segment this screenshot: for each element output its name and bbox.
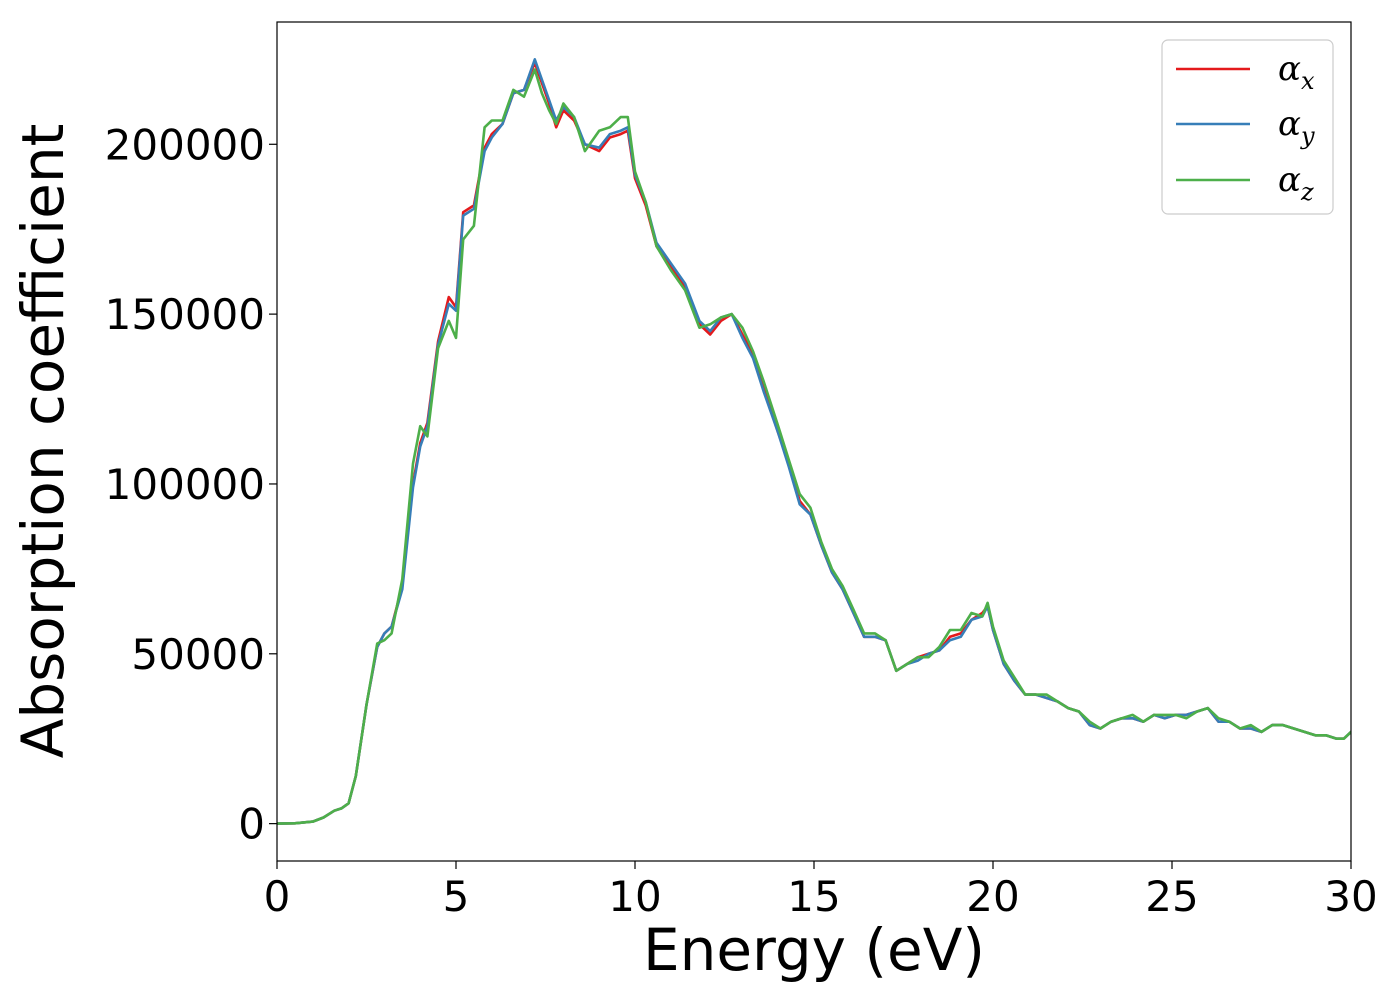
x-tick-label: 0 <box>264 872 291 921</box>
y-tick-label: 50000 <box>131 630 265 679</box>
x-axis-title: Energy (eV) <box>643 916 985 984</box>
x-tick-label: 25 <box>1145 872 1198 921</box>
x-tick-label: 20 <box>966 872 1019 921</box>
y-tick-label: 0 <box>238 800 265 849</box>
legend-label-z: αz <box>1278 160 1314 206</box>
y-tick-label: 150000 <box>105 290 265 339</box>
y-tick-label: 200000 <box>105 120 265 169</box>
x-tick-label: 5 <box>443 872 470 921</box>
x-axis: 0 5 10 15 20 25 30 <box>264 861 1378 921</box>
legend-label-x: αx <box>1278 49 1315 95</box>
legend: αx αy αz <box>1161 39 1334 215</box>
legend-box <box>1161 39 1334 215</box>
x-tick-label: 10 <box>608 872 661 921</box>
series-layer <box>277 58 1351 825</box>
y-axis-title: Absorption coefficient <box>9 124 77 759</box>
series-line-z <box>277 68 1351 825</box>
x-tick-label: 15 <box>787 872 840 921</box>
legend-label-y: αy <box>1278 104 1315 150</box>
x-tick-label: 30 <box>1324 872 1377 921</box>
y-axis: 0 50000 100000 150000 200000 <box>105 120 277 849</box>
y-tick-label: 100000 <box>105 460 265 509</box>
